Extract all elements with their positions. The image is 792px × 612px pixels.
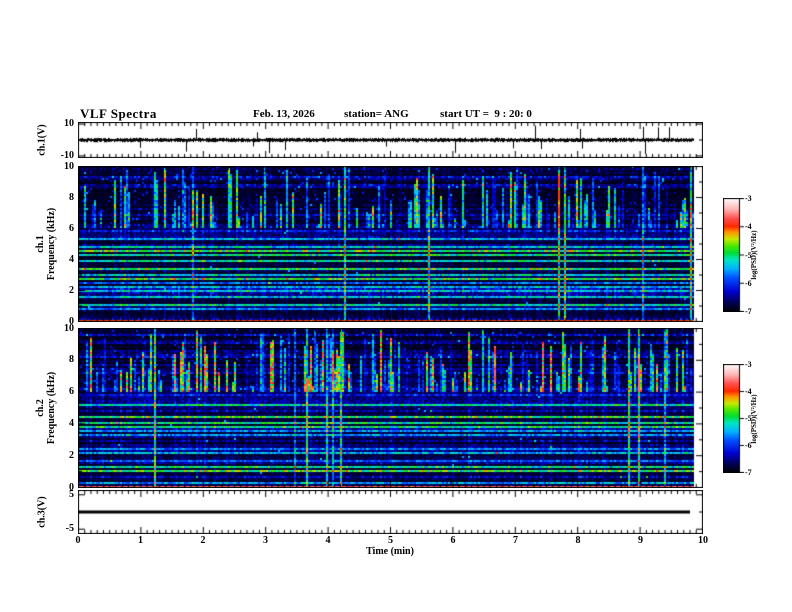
x-tick-label: 10 <box>698 535 708 546</box>
station-label: station= ANG <box>344 108 409 120</box>
x-tick-label: 0 <box>75 535 81 546</box>
y-tick-label: 10 <box>64 118 74 130</box>
colorbar-tick-label: -3 <box>745 360 752 369</box>
y-tick-label: 0 <box>69 315 74 327</box>
colorbar-ch2-label: log(PSD)(V²/Hz) <box>750 393 758 444</box>
y-tick-label: 10 <box>64 322 74 334</box>
ch2-spectrogram-canvas <box>78 328 703 488</box>
colorbar-tick-label: -6 <box>745 278 752 288</box>
colorbar-tick-label: -4 <box>745 387 752 396</box>
x-axis-label: Time (min) <box>366 546 414 557</box>
colorbar-tick-label: -5 <box>745 414 752 423</box>
y-tick-label: 2 <box>69 284 74 296</box>
date-label: Feb. 13, 2026 <box>253 108 315 120</box>
y-tick-label: -10 <box>60 149 74 161</box>
x-tick-label: 1 <box>138 535 143 546</box>
plot-title: VLF Spectra <box>80 106 157 121</box>
ch1-waveform-canvas <box>78 122 703 158</box>
y-tick-label: 2 <box>69 449 74 461</box>
ch3-waveform-canvas <box>78 490 703 534</box>
colorbar-tick-label: -6 <box>745 441 752 450</box>
x-tick-label: 3 <box>263 535 268 546</box>
y-tick-label: 8 <box>69 191 74 203</box>
y-tick-label: 4 <box>69 417 74 429</box>
x-tick-label: 4 <box>325 535 331 546</box>
colorbar-ch1-canvas <box>723 198 746 312</box>
colorbar-ch2-canvas <box>723 364 746 473</box>
x-tick-label: 2 <box>200 535 206 546</box>
y-tick-label: 8 <box>69 354 74 366</box>
y-tick-label: 0 <box>69 481 74 493</box>
colorbar-ch1-label: log(PSD)(V²/Hz) <box>750 230 758 280</box>
y-tick-label: -5 <box>65 523 74 535</box>
y-tick-label: 10 <box>64 160 74 172</box>
colorbar-tick-label: -3 <box>745 194 752 203</box>
x-tick-label: 6 <box>450 535 456 546</box>
x-tick-label: 7 <box>513 535 518 546</box>
y-tick-label: 6 <box>69 222 74 234</box>
x-tick-label: 8 <box>575 535 581 546</box>
y-tick-label: 5 <box>69 488 74 500</box>
ch1-spectrogram-ylabel: ch.1 Frequency (kHz) <box>35 207 57 281</box>
start-time-label: start UT = 9 : 20: 0 <box>440 108 532 120</box>
colorbar-tick-label: -4 <box>745 222 752 232</box>
colorbar-tick-label: -5 <box>745 250 752 260</box>
y-tick-label: 4 <box>69 253 74 265</box>
ch1-spectrogram-canvas <box>78 166 703 322</box>
colorbar-tick-label: -7 <box>745 307 752 316</box>
y-tick-label: 6 <box>69 386 74 398</box>
x-tick-label: 5 <box>388 535 393 546</box>
x-tick-label: 9 <box>638 535 643 546</box>
colorbar-tick-label: -7 <box>745 468 752 477</box>
ch2-spectrogram-ylabel: ch.2 Frequency (kHz) <box>35 371 57 445</box>
